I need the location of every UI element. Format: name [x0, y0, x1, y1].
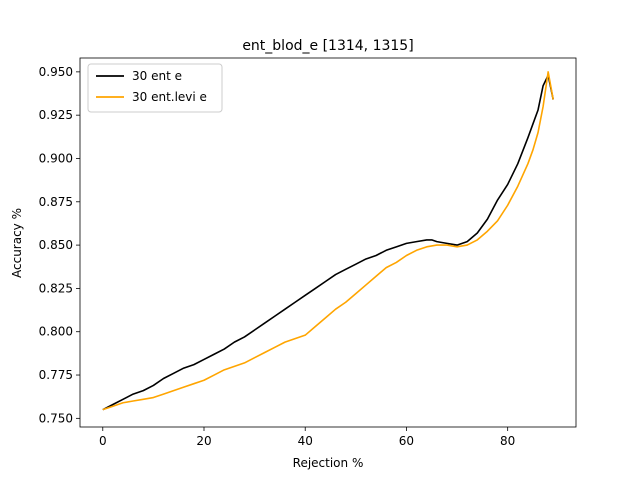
y-tick-label: 0.925: [39, 108, 73, 122]
x-tick-label: 80: [500, 434, 515, 448]
plot-frame: [79, 57, 577, 428]
y-tick-label: 0.850: [39, 238, 73, 252]
x-tick-label: 0: [99, 434, 107, 448]
series-line-2: [102, 71, 555, 411]
y-axis-label: Accuracy %: [10, 208, 24, 278]
x-tick-label: 40: [298, 434, 313, 448]
series-line-1: [102, 74, 555, 411]
y-tick-label: 0.775: [39, 368, 73, 382]
y-tick-label: 0.900: [39, 151, 73, 165]
y-tick-label: 0.750: [39, 411, 73, 425]
legend: 30 ent e 30 ent.levi e: [87, 63, 223, 113]
x-tick-label: 60: [399, 434, 414, 448]
y-tick-label: 0.800: [39, 325, 73, 339]
plot-area: 0 20 40 60 80 0.750 0.775 0.800 0.825 0.850 0.875 0…: [39, 57, 577, 448]
x-tick-label: 20: [196, 434, 211, 448]
legend-label-1: 30 ent e: [132, 69, 182, 83]
chart-title: ent_blod_e [1314, 1315]: [242, 38, 413, 54]
y-tick-label: 0.950: [39, 65, 73, 79]
legend-label-2: 30 ent.levi e: [132, 90, 207, 104]
y-tick-label: 0.875: [39, 195, 73, 209]
x-axis-label: Rejection %: [293, 456, 364, 470]
y-tick-label: 0.825: [39, 281, 73, 295]
